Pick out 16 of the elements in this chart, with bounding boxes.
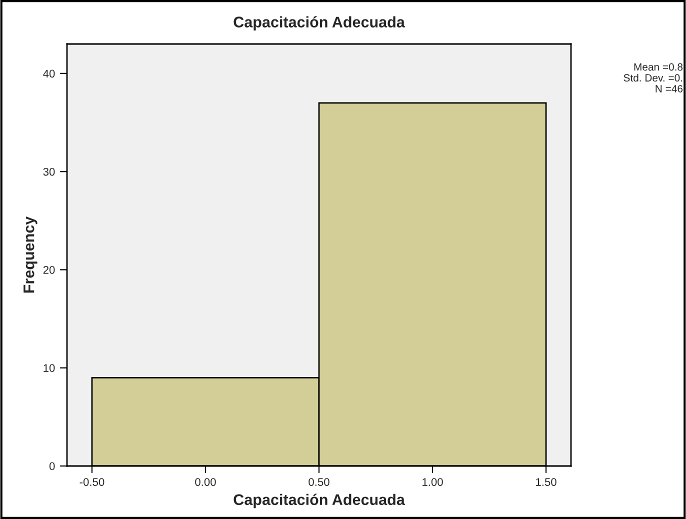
y-tick-label: 0 bbox=[49, 462, 55, 470]
y-axis-title: Frequency bbox=[24, 216, 38, 293]
text: Std. Dev. =0. bbox=[624, 74, 682, 82]
text: Mean =0.8 bbox=[634, 63, 683, 71]
y-tick-label: 10 bbox=[44, 364, 55, 372]
y-tick-label: 30 bbox=[43, 168, 55, 176]
chart-title: Capacitación Adecuada bbox=[234, 16, 405, 31]
text: N =46 bbox=[656, 85, 683, 92]
x-tick-label: 0.50 bbox=[308, 478, 330, 486]
y-tick-label: 40 bbox=[43, 70, 55, 78]
y-tick-label: 20 bbox=[43, 266, 55, 274]
x-tick-label: -0.50 bbox=[80, 478, 104, 486]
x-tick-label: 0.00 bbox=[195, 478, 216, 486]
x-axis-title: Capacitación Adecuada bbox=[234, 494, 405, 508]
x-tick-label: 1.50 bbox=[536, 478, 556, 486]
x-tick-label: 1.00 bbox=[422, 478, 443, 486]
